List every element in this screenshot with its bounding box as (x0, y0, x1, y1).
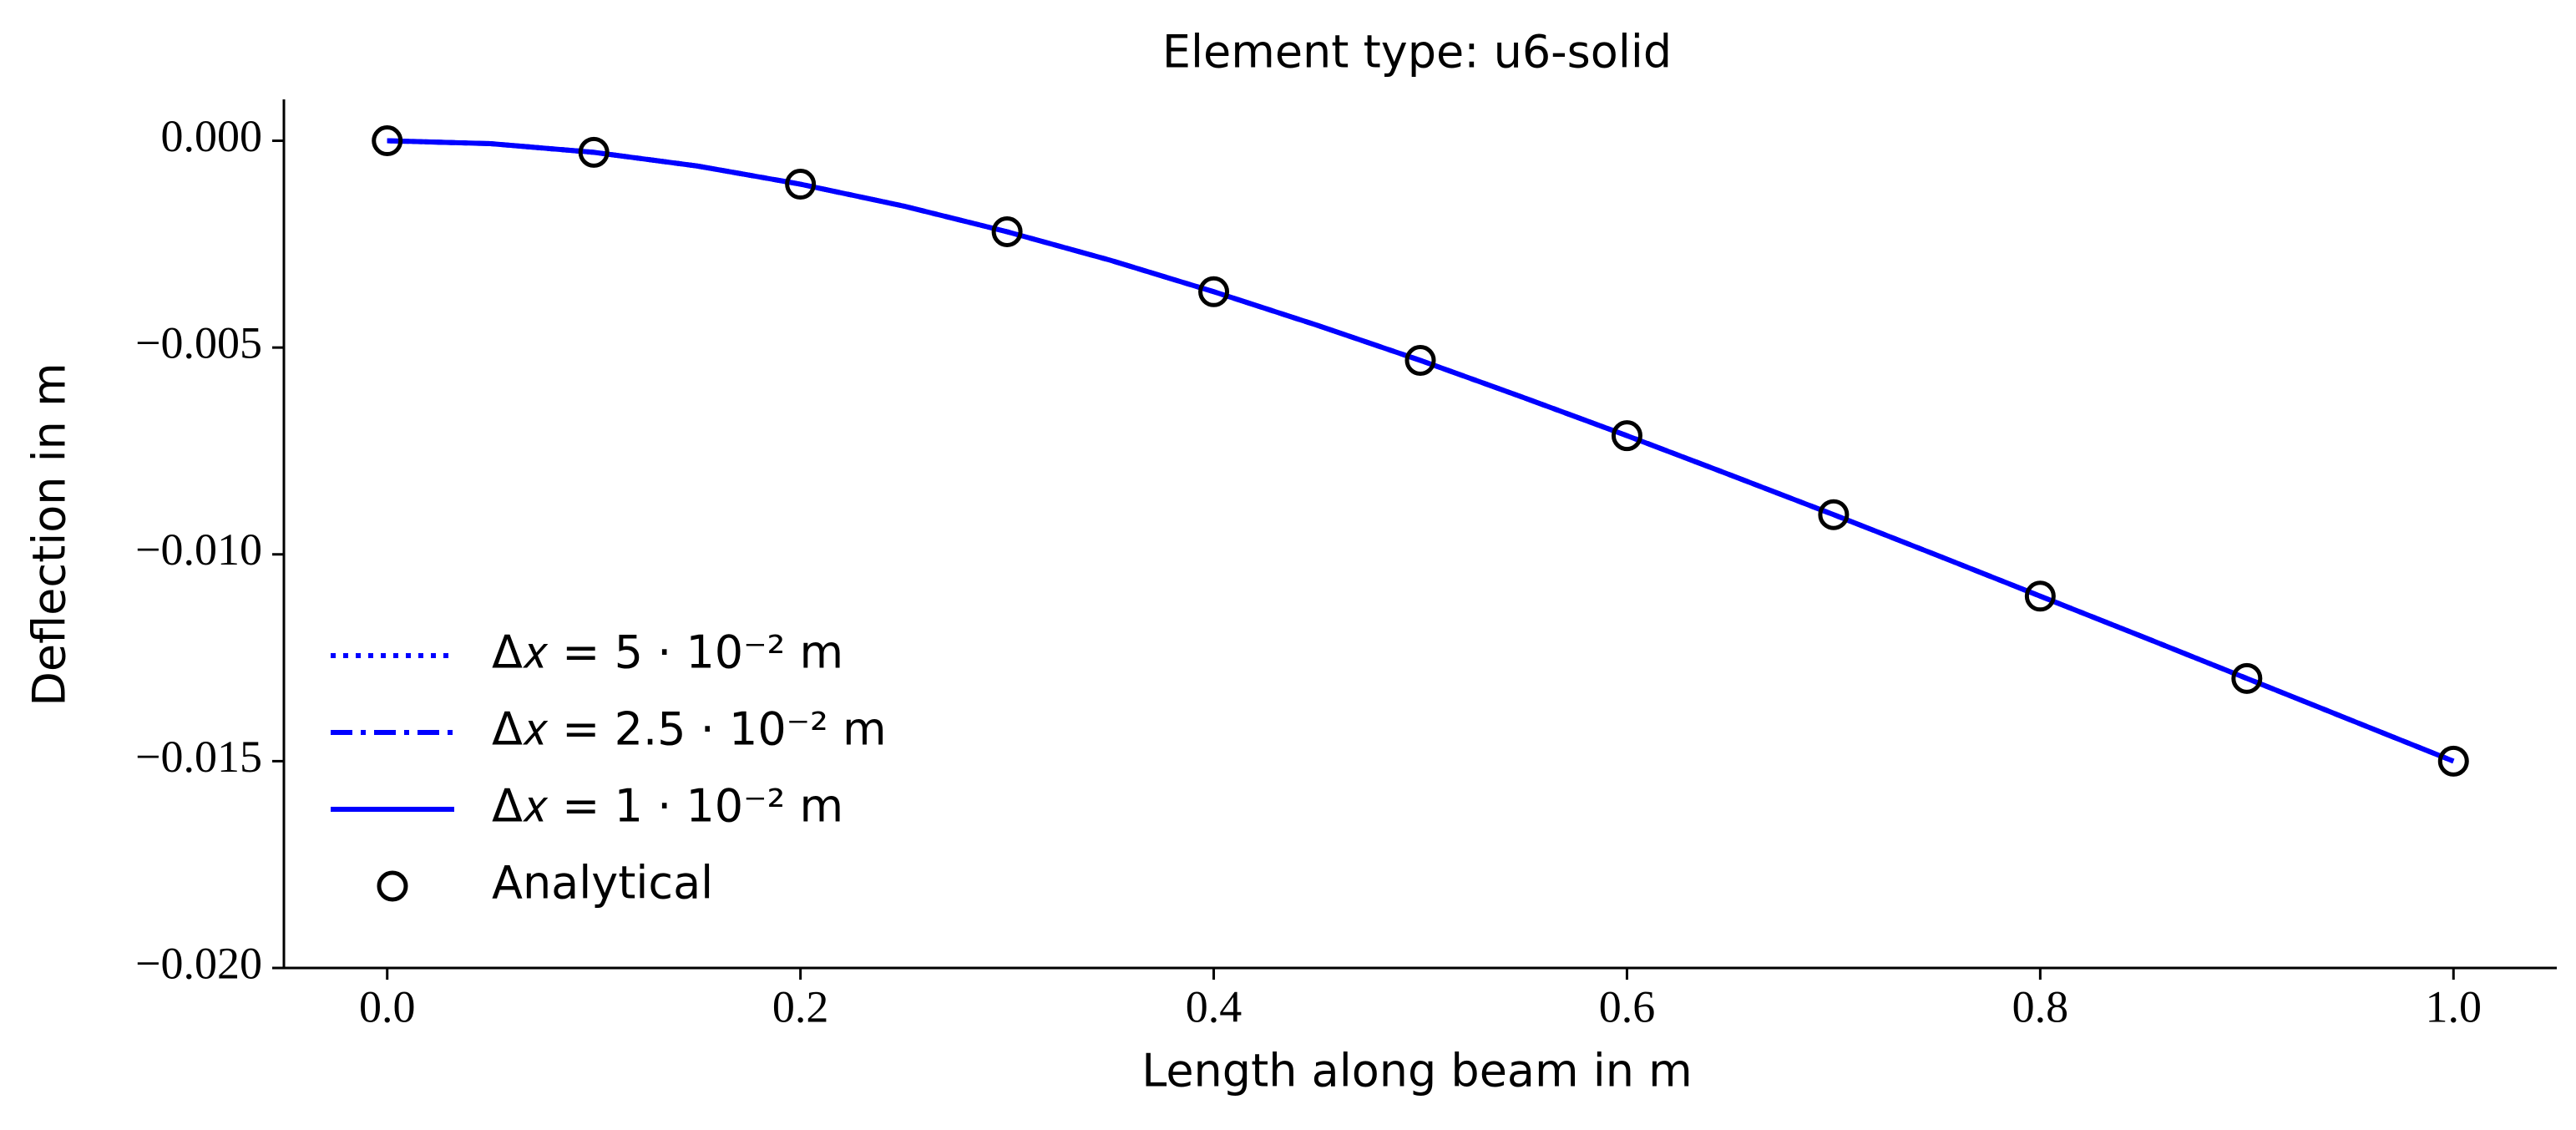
legend-label: Δ𝑥 = 1 · 10⁻² m (492, 780, 843, 833)
data-point (2437, 745, 2469, 777)
data-point (1818, 499, 1850, 530)
y-tick-label: 0.000 (161, 111, 263, 161)
x-axis-label: Length along beam in m (1141, 1045, 1693, 1097)
x-tick-label: 0.4 (1186, 981, 1242, 1031)
series-line (387, 138, 2455, 764)
data-point (785, 169, 817, 200)
legend-label: Δ𝑥 = 5 · 10⁻² m (492, 626, 843, 679)
data-point (372, 125, 403, 157)
y-tick-label: −0.005 (135, 318, 262, 368)
legend-label: Analytical (492, 857, 713, 910)
y-tick-label: −0.010 (135, 524, 262, 575)
x-tick-label: 1.0 (2426, 981, 2482, 1031)
data-point (1198, 276, 1230, 307)
x-tick-label: 0.8 (2012, 981, 2069, 1031)
y-tick-label: −0.015 (135, 732, 262, 782)
y-axis-label: Deflection in m (23, 362, 76, 706)
x-tick-label: 0.6 (1599, 981, 1656, 1031)
data-point (578, 136, 610, 168)
data-point (2231, 662, 2263, 694)
x-tick-label: 0.2 (772, 981, 829, 1031)
x-tick-label: 0.0 (359, 981, 416, 1031)
data-point (1404, 344, 1436, 376)
data-point (1611, 420, 1642, 452)
data-point (991, 215, 1023, 247)
chart-title: Element type: u6-solid (1162, 26, 1672, 79)
y-tick-label: −0.020 (135, 938, 262, 988)
data-point (2024, 580, 2056, 612)
legend-label: Δ𝑥 = 2.5 · 10⁻² m (492, 703, 887, 756)
legend-swatch (377, 870, 408, 902)
